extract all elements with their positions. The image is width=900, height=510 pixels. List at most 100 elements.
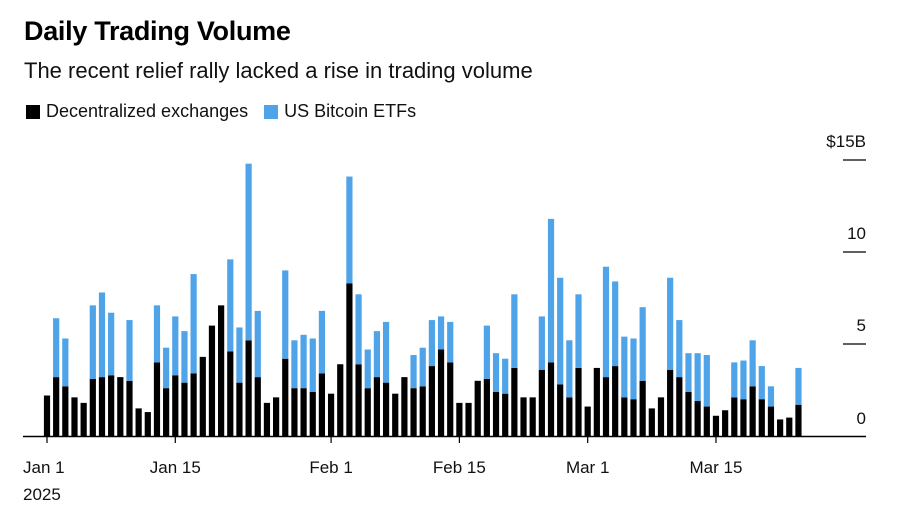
bar-etf-jan-21 (227, 259, 234, 352)
bar-dex-jan-22 (236, 382, 243, 436)
bar-dex-feb-26 (557, 384, 564, 436)
bar-dex-jan-7 (98, 377, 106, 436)
legend-item-dex: Decentralized exchanges (26, 101, 248, 122)
bar-dex-mar-2 (593, 367, 600, 436)
legend-swatch-dex (26, 104, 40, 119)
bar-dex-mar-24 (795, 404, 802, 436)
bar-etf-jan-24 (254, 310, 261, 378)
bar-dex-mar-10 (667, 369, 674, 436)
bar-dex-mar-11 (676, 377, 683, 436)
x-tick-label: Jan 1 (23, 458, 65, 477)
bar-dex-jan-23 (245, 340, 252, 436)
bar-etf-mar-7 (639, 307, 646, 381)
legend-label-dex: Decentralized exchanges (46, 101, 249, 121)
bar-dex-feb-4 (355, 364, 362, 436)
bar-etf-jan-29 (300, 334, 307, 389)
bar-dex-jan-30 (309, 391, 316, 436)
bar-dex-mar-3 (602, 377, 610, 436)
y-tick-label: 0 (857, 409, 866, 428)
bar-etf-jan-3 (62, 338, 69, 387)
bar-etf-feb-20 (502, 358, 509, 394)
bar-etf-jan-27 (282, 270, 289, 359)
chart-title: Daily Trading Volume (24, 16, 291, 46)
bar-dex-jan-11 (135, 408, 142, 436)
bar-dex-mar-15 (712, 415, 720, 436)
bar-etf-mar-19 (749, 340, 756, 387)
bar-dex-feb-3 (346, 283, 353, 436)
bar-etf-mar-18 (740, 360, 747, 400)
bar-etf-mar-11 (676, 320, 683, 378)
bar-etf-feb-21 (511, 294, 518, 368)
bar-dex-jan-24 (254, 377, 261, 436)
bar-dex-feb-18 (483, 378, 490, 436)
bar-etf-feb-24 (538, 316, 545, 370)
bar-dex-feb-10 (410, 388, 417, 436)
bar-dex-jan-14 (163, 388, 170, 436)
y-tick-label: 10 (847, 224, 866, 243)
bar-dex-mar-23 (786, 417, 793, 436)
bar-dex-mar-1 (584, 406, 591, 436)
bar-dex-jan-16 (181, 382, 188, 436)
bar-etf-feb-18 (483, 325, 490, 379)
bar-etf-feb-28 (575, 294, 582, 368)
bar-dex-feb-28 (575, 367, 582, 436)
bar-etf-mar-24 (795, 367, 802, 405)
bar-etf-mar-20 (758, 366, 765, 400)
bar-etf-feb-26 (557, 277, 564, 385)
bar-dex-feb-20 (502, 393, 509, 436)
legend-item-etf: US Bitcoin ETFs (264, 101, 416, 122)
bar-etf-jan-23 (245, 163, 252, 341)
bar-etf-feb-25 (547, 218, 555, 363)
bar-dex-mar-20 (758, 399, 765, 436)
bar-etf-feb-14 (447, 321, 454, 363)
x-tick-label: Mar 1 (566, 458, 609, 477)
bar-dex-feb-17 (474, 380, 481, 436)
bar-dex-jan-8 (108, 375, 115, 436)
bar-dex-mar-7 (639, 380, 646, 436)
bar-dex-jan-18 (199, 356, 206, 436)
bar-dex-feb-16 (465, 402, 472, 436)
x-tick-label: Feb 15 (433, 458, 486, 477)
bar-etf-mar-12 (685, 353, 692, 392)
legend-label-etf: US Bitcoin ETFs (284, 101, 417, 121)
bar-dex-feb-12 (428, 366, 435, 436)
bar-dex-mar-5 (621, 397, 628, 436)
bar-etf-mar-14 (703, 355, 710, 407)
bar-etf-jan-17 (190, 274, 197, 374)
bar-dex-feb-25 (547, 362, 555, 436)
bar-etf-jan-28 (291, 340, 298, 389)
bar-etf-mar-5 (621, 336, 628, 398)
bar-etf-jan-22 (236, 327, 243, 383)
bar-etf-feb-3 (346, 176, 353, 284)
bar-etf-jan-13 (153, 305, 161, 363)
bar-dex-feb-2 (337, 364, 344, 436)
bar-etf-mar-13 (694, 353, 701, 402)
bar-dex-jan-10 (126, 380, 133, 436)
bar-dex-feb-27 (566, 397, 573, 436)
bar-etf-feb-6 (373, 331, 380, 378)
bar-dex-feb-5 (364, 388, 371, 436)
bar-dex-jan-19 (208, 325, 216, 436)
bar-dex-jan-31 (318, 373, 326, 436)
x-axis: Jan 1 2025 Jan 15 Feb 1 Feb 15 Mar 1 Mar 15 (23, 435, 866, 504)
bar-dex-feb-22 (520, 397, 527, 436)
bar-dex-jan-3 (62, 386, 69, 436)
bar-dex-mar-4 (612, 366, 619, 436)
bar-etf-feb-12 (428, 320, 435, 367)
bar-dex-jan-5 (80, 402, 87, 436)
bar-etf-feb-19 (492, 353, 500, 392)
bar-etf-mar-4 (612, 281, 619, 367)
bar-dex-feb-7 (382, 382, 390, 436)
bar-dex-mar-14 (703, 406, 710, 436)
bar-dex-jan-28 (291, 388, 298, 436)
bar-dex-feb-8 (392, 393, 399, 436)
y-axis: 0 5 10 $15B (826, 132, 866, 428)
bar-dex-feb-1 (327, 393, 335, 436)
bar-dex-mar-18 (740, 399, 747, 436)
bar-etf-feb-7 (382, 321, 390, 383)
bar-etf-mar-10 (667, 277, 674, 370)
bar-dex-mar-22 (777, 419, 784, 436)
bar-dex-jan-4 (71, 397, 78, 436)
x-tick-sublabel: 2025 (23, 485, 61, 504)
